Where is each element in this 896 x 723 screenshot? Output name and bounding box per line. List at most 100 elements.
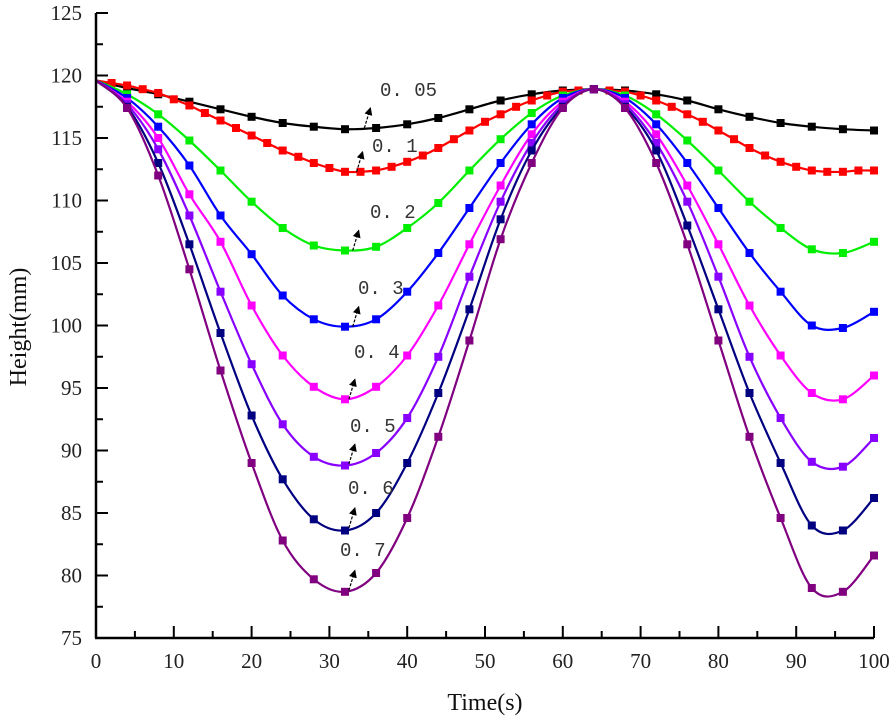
data-point-marker	[838, 249, 847, 257]
data-point-marker	[761, 151, 770, 160]
data-point-marker	[838, 125, 847, 134]
data-point-marker	[403, 120, 412, 129]
data-point-marker	[527, 139, 536, 147]
annotation-arrow	[363, 107, 373, 129]
data-point-marker	[309, 122, 318, 131]
data-point-marker	[309, 452, 318, 461]
data-point-marker	[652, 139, 661, 147]
data-point-marker	[216, 116, 225, 125]
data-point-marker	[496, 181, 505, 190]
annotation-0.2: 0. 2	[352, 202, 416, 251]
x-tick-label: 80	[708, 649, 729, 673]
data-point-marker	[372, 569, 381, 577]
data-point-marker	[309, 241, 318, 250]
data-point-marker	[838, 526, 847, 535]
x-tick-label: 30	[319, 649, 340, 673]
data-point-marker	[278, 475, 287, 484]
annotation-0.4: 0. 4	[348, 342, 400, 400]
annotation-arrow	[356, 150, 365, 172]
data-point-marker	[465, 105, 474, 114]
data-point-marker	[807, 166, 816, 175]
data-point-marker	[154, 110, 163, 119]
data-point-marker	[652, 130, 661, 139]
series-line	[95, 79, 875, 471]
series-0.1	[95, 79, 878, 176]
data-point-marker	[403, 287, 412, 296]
data-point-marker	[465, 305, 474, 314]
annotation-label: 0. 5	[350, 416, 396, 438]
data-point-marker	[434, 352, 443, 361]
data-point-marker	[776, 414, 785, 422]
data-point-marker	[496, 135, 505, 144]
data-point-marker	[309, 515, 318, 524]
data-point-marker	[838, 395, 847, 404]
data-point-marker	[216, 211, 225, 220]
data-point-marker	[714, 204, 723, 212]
data-point-marker	[247, 112, 256, 121]
data-point-marker	[870, 551, 878, 560]
data-point-marker	[683, 136, 692, 145]
data-point-marker	[652, 146, 661, 155]
y-tick-label: 105	[51, 251, 83, 275]
series-line	[95, 79, 875, 174]
data-point-marker	[527, 130, 536, 139]
y-tick-label: 110	[51, 189, 82, 213]
annotation-0.7: 0. 7	[340, 540, 386, 591]
data-point-marker	[589, 85, 598, 94]
data-point-marker	[667, 102, 676, 111]
data-point-marker	[465, 204, 474, 212]
data-point-marker	[838, 462, 847, 471]
data-point-marker	[372, 242, 381, 251]
data-point-marker	[247, 301, 256, 310]
annotation-layer: 0. 05 0. 1 0. 2 0. 3 0. 4 0. 5 0. 6 0. 7	[340, 80, 437, 591]
annotation-label: 0. 1	[372, 136, 418, 158]
annotation-arrow	[348, 378, 357, 400]
data-point-marker	[185, 190, 194, 199]
data-point-marker	[169, 95, 178, 104]
data-point-marker	[652, 96, 661, 105]
data-point-marker	[776, 119, 785, 127]
data-point-marker	[714, 166, 723, 175]
data-point-marker	[154, 89, 163, 97]
data-point-marker	[776, 287, 785, 296]
data-point-marker	[683, 181, 692, 190]
data-point-marker	[278, 536, 287, 545]
data-point-marker	[247, 197, 256, 206]
annotation-arrow	[348, 569, 357, 591]
data-point-marker	[652, 120, 661, 129]
data-point-marker	[216, 366, 225, 375]
data-point-marker	[309, 159, 318, 167]
data-point-marker	[403, 514, 412, 522]
y-ticks: 75 80 85 90 95 100 105 110 115 120 125	[51, 1, 108, 650]
annotation-label: 0. 2	[370, 202, 416, 224]
data-point-marker	[216, 287, 225, 296]
y-tick-label: 120	[51, 64, 83, 88]
data-point-marker	[387, 162, 396, 171]
x-tick-label: 0	[91, 649, 102, 673]
data-point-marker	[870, 307, 878, 316]
data-point-marker	[341, 246, 349, 255]
data-point-marker	[434, 432, 443, 441]
data-point-marker	[527, 96, 536, 105]
y-tick-label: 95	[61, 376, 82, 400]
data-point-marker	[465, 126, 474, 135]
data-point-marker	[216, 105, 225, 114]
annotation-label: 0. 7	[340, 540, 386, 562]
data-point-marker	[714, 240, 723, 249]
annotation-arrow	[348, 507, 357, 529]
series-line	[95, 79, 875, 536]
y-tick-label: 100	[51, 314, 83, 338]
data-point-marker	[216, 237, 225, 246]
data-point-marker	[123, 81, 132, 90]
data-point-marker	[870, 237, 878, 246]
data-point-marker	[745, 144, 754, 152]
data-point-marker	[247, 250, 256, 259]
data-point-marker	[278, 291, 287, 300]
annotation-arrow	[348, 443, 357, 465]
data-point-marker	[512, 102, 521, 111]
data-point-marker	[543, 91, 552, 100]
data-point-marker	[200, 109, 209, 117]
x-tick-label: 70	[630, 649, 651, 673]
data-point-marker	[807, 245, 816, 254]
